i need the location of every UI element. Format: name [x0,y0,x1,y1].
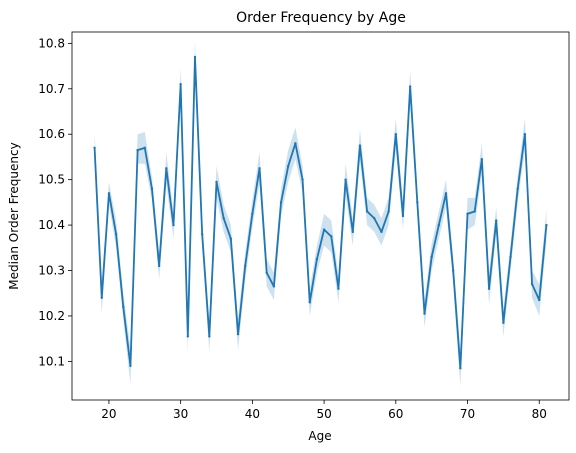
data-point [93,146,96,150]
data-point [401,214,405,218]
data-point [150,187,154,190]
data-point [466,212,469,215]
data-point [337,287,340,290]
data-point [451,269,455,272]
data-point [272,285,276,288]
x-tick-label: 20 [101,407,116,421]
data-point [437,223,441,227]
data-point [114,232,118,236]
data-point [322,228,326,231]
x-tick-label: 30 [173,407,188,421]
data-point [480,158,484,161]
data-point [165,167,168,170]
data-point [351,230,354,234]
data-point [287,164,290,168]
x-tick-label: 80 [532,407,547,421]
x-tick-label: 60 [388,407,403,421]
data-point [495,219,498,222]
data-point [279,201,283,204]
data-point [408,85,412,88]
data-point [265,271,268,274]
data-point [193,55,197,59]
data-point [107,192,111,195]
data-point [502,321,505,324]
data-point [509,255,512,259]
data-point [423,312,426,315]
data-point [100,296,103,299]
y-axis: 10.1 10.2 10.3 10.4 10.5 10.6 10.7 10.8 [38,36,72,368]
x-tick-label: 70 [460,407,475,421]
data-point [186,335,190,338]
data-point [473,210,476,213]
data-point [344,178,347,181]
data-point [315,257,319,261]
data-point [365,210,369,213]
x-tick-label: 40 [245,407,260,421]
data-point [200,232,204,236]
data-point [387,210,390,213]
plot-area [93,41,548,387]
y-axis-title: Median Order Frequency [7,142,21,289]
series-line [93,56,548,370]
data-point [516,187,519,190]
data-point [258,167,261,170]
data-point [308,301,311,304]
data-point [236,332,240,336]
data-point [136,148,139,152]
x-axis: 20 30 40 50 60 70 80 [101,400,547,421]
y-tick-label: 10.8 [38,36,65,50]
data-point [538,298,541,302]
data-point [179,83,182,86]
data-point [208,335,211,338]
data-point [487,287,491,290]
data-point [251,212,254,215]
data-point [380,230,383,234]
data-point [244,264,247,268]
data-point [172,223,175,227]
y-tick-label: 10.7 [38,82,65,96]
data-point [215,180,218,184]
data-point [523,133,527,136]
chart-title: Order Frequency by Age [236,10,406,26]
data-point [122,305,125,309]
y-tick-label: 10.2 [38,309,65,323]
y-tick-label: 10.4 [38,218,65,232]
data-point [301,178,304,181]
data-point [459,367,462,370]
data-point [394,133,397,136]
data-point [330,235,333,238]
data-point [373,217,376,220]
data-point [358,144,362,147]
data-point [530,282,534,286]
data-point [222,217,225,220]
data-point [416,201,419,204]
data-point [157,264,161,268]
y-tick-label: 10.5 [38,173,65,187]
y-tick-label: 10.1 [38,354,65,368]
data-point [229,237,233,240]
data-point [444,192,448,195]
data-point [545,223,548,227]
plot-frame [71,31,570,401]
x-tick-label: 50 [316,407,331,421]
y-tick-label: 10.6 [38,127,65,141]
data-point [294,142,297,145]
x-axis-title: Age [308,429,331,443]
data-point [129,364,132,368]
data-point [430,255,433,259]
y-tick-label: 10.3 [38,264,65,278]
data-point [143,146,146,150]
